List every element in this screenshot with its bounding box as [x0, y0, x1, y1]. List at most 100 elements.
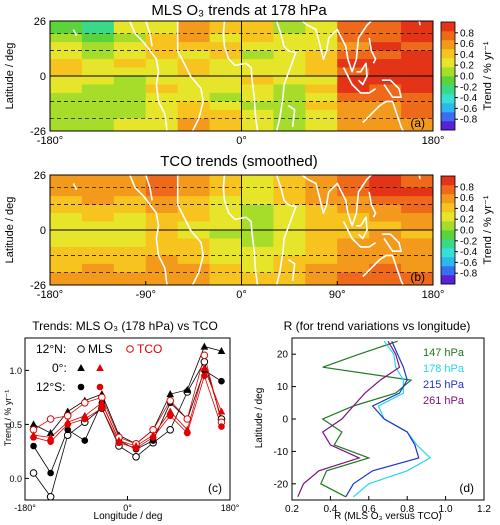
heatmap-cell	[273, 21, 306, 35]
heatmap-cell	[50, 118, 83, 132]
heatmap-cell	[401, 187, 434, 197]
heatmap-cell	[209, 42, 242, 52]
data-point	[96, 364, 104, 371]
heatmap-cell	[241, 76, 274, 85]
heatmap-cell	[273, 42, 306, 52]
heatmap-cell	[177, 272, 210, 286]
heatmap-cell	[209, 263, 242, 273]
heatmap-cell	[145, 175, 179, 189]
heatmap-cell	[369, 21, 402, 35]
heatmap-cell	[81, 238, 115, 248]
colorbar-tick-label: -0.4	[460, 247, 478, 258]
heatmap-cell	[177, 109, 210, 119]
heatmap-cell	[177, 33, 210, 43]
panel-a-ylabel: Latitude / deg	[4, 43, 16, 110]
data-point	[30, 442, 37, 450]
heatmap-cell	[113, 221, 147, 231]
heatmap-cell	[337, 238, 370, 248]
heatmap-cell	[81, 33, 115, 43]
series-line	[33, 360, 222, 498]
colorbar-segment	[441, 58, 455, 68]
colorbar-segment	[441, 248, 455, 258]
heatmap-cell	[305, 42, 338, 52]
heatmap-cell	[273, 118, 306, 132]
heatmap-cell	[50, 187, 83, 197]
colorbar-tick-label: 0.2	[460, 61, 474, 72]
heatmap-cell	[113, 175, 147, 189]
data-point	[63, 411, 72, 420]
heatmap-cell	[241, 221, 274, 231]
heatmap-cell	[50, 255, 83, 265]
coastline	[342, 221, 377, 248]
panel-b-grid	[50, 175, 433, 285]
heatmap-cell	[81, 187, 115, 197]
data-point	[77, 364, 85, 371]
heatmap-cell	[305, 76, 338, 85]
colorbar-segment	[441, 22, 455, 32]
heatmap-cell	[401, 42, 434, 52]
heatmap-cell	[209, 92, 242, 102]
heatmap-cell	[81, 84, 115, 94]
y-tick-label: 0	[282, 415, 288, 426]
data-point	[166, 390, 175, 398]
x-tick-label: -90°	[136, 289, 156, 301]
heatmap-cell	[209, 175, 242, 189]
data-point	[217, 407, 226, 415]
heatmap-cell	[50, 213, 83, 222]
heatmap-cell	[50, 109, 83, 119]
heatmap-cell	[305, 272, 338, 286]
panel-a-colorbar: 0.80.60.40.20.0-0.2-0.4-0.6-0.8	[440, 21, 478, 131]
data-point	[47, 469, 54, 477]
panel-b-ticks: 26 0 -26-180° -90° 0° 90° 180°	[30, 170, 444, 301]
legend-entry-147: 147 hPa	[423, 347, 465, 359]
heatmap-cell	[369, 109, 402, 119]
heatmap-cell	[401, 21, 434, 35]
heatmap-cell	[145, 263, 179, 273]
heatmap-cell	[113, 238, 147, 248]
heatmap-cell	[113, 213, 147, 222]
heatmap-cell	[241, 272, 274, 286]
heatmap-cell	[209, 67, 242, 77]
heatmap-cell	[369, 263, 402, 273]
heatmap-cell	[241, 84, 274, 94]
heatmap-cell	[177, 246, 210, 256]
heatmap-cell	[113, 255, 147, 265]
heatmap-cell	[273, 92, 306, 102]
heatmap-cell	[50, 101, 83, 111]
colorbar-segment	[441, 275, 455, 285]
panel-b-ylabel: Latitude / deg	[4, 197, 16, 264]
colorbar-segment	[441, 203, 455, 213]
coastline	[222, 174, 259, 286]
heatmap-cell	[273, 76, 306, 85]
heatmap-cell	[113, 272, 147, 286]
panel-d-xlabel: R (MLS O₃ versus TCO)	[334, 511, 442, 522]
y-tick-label: 0.5	[9, 420, 22, 430]
heatmap-cell	[177, 101, 210, 111]
y-tick-label: 0	[40, 71, 46, 83]
heatmap-cell	[337, 213, 370, 222]
heatmap-cell	[50, 221, 83, 231]
coastline	[72, 29, 78, 37]
heatmap-cell	[401, 246, 434, 256]
heatmap-cell	[305, 221, 338, 231]
heatmap-cell	[81, 255, 115, 265]
heatmap-cell	[145, 101, 179, 111]
heatmap-cell	[369, 187, 402, 197]
heatmap-cell	[113, 21, 147, 35]
heatmap-cell	[209, 118, 242, 132]
heatmap-cell	[81, 272, 115, 286]
heatmap-cell	[113, 263, 147, 273]
coastline	[287, 104, 296, 127]
colorbar-segment	[441, 221, 455, 231]
panel-a-label: (a)	[410, 116, 425, 130]
colorbar-segment	[441, 212, 455, 222]
coastline	[381, 79, 402, 98]
colorbar-tick-label: -0.2	[460, 236, 478, 247]
heatmap-cell	[369, 59, 402, 68]
heatmap-cell	[401, 84, 434, 94]
colorbar-segment	[441, 185, 455, 195]
heatmap-cell	[369, 213, 402, 222]
coastline	[287, 258, 296, 281]
colorbar-tick-label: -0.2	[460, 82, 478, 93]
heatmap-cell	[241, 118, 274, 132]
